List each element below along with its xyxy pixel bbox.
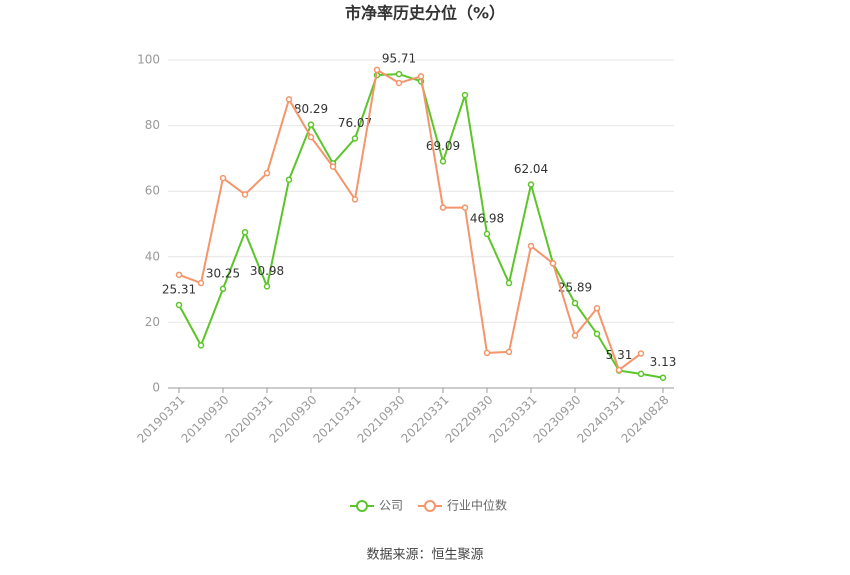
data-label: 69.09 (426, 139, 460, 153)
legend-marker (356, 500, 368, 512)
point (351, 196, 359, 203)
point (549, 260, 557, 267)
y-tick-label: 40 (145, 249, 160, 263)
point (527, 181, 535, 188)
point (395, 70, 403, 78)
y-tick-label: 100 (137, 53, 160, 67)
point (395, 79, 403, 87)
point (241, 228, 249, 236)
legend-marker (424, 500, 436, 512)
data-label: 30.25 (206, 266, 240, 280)
y-tick-label: 60 (145, 184, 160, 198)
point (593, 330, 601, 338)
point (593, 305, 601, 312)
data-label: 46.98 (470, 211, 504, 225)
point (637, 350, 645, 357)
point (219, 285, 227, 293)
point (439, 158, 447, 165)
point (505, 348, 513, 356)
data-label: 5.31 (606, 348, 633, 362)
point (219, 174, 227, 182)
point (197, 279, 205, 287)
point (351, 135, 359, 142)
point (329, 163, 337, 170)
series-line (178, 68, 642, 372)
point (439, 204, 447, 211)
point (263, 169, 271, 177)
point (175, 301, 183, 309)
source: 数据来源：恒生聚源 (366, 548, 483, 563)
data-label: 25.89 (558, 281, 592, 295)
point (483, 349, 491, 357)
point (461, 91, 469, 99)
point (615, 366, 623, 374)
point (263, 283, 271, 290)
point (307, 133, 315, 141)
point (527, 242, 535, 250)
y-tick-label: 0 (152, 381, 160, 395)
point (461, 204, 469, 211)
point (659, 374, 667, 381)
legend-label: 公司 (379, 499, 403, 513)
point (373, 66, 381, 74)
data-label: 25.31 (162, 282, 196, 296)
point (417, 73, 425, 80)
data-label: 62.04 (514, 162, 548, 176)
y-tick-label: 20 (145, 315, 160, 329)
data-label: 3.13 (650, 355, 677, 369)
chart-title: 市净率历史分位（%） (345, 4, 505, 23)
x-tick-label: 20240828 (619, 393, 672, 446)
data-label: 95.71 (382, 52, 416, 66)
point (571, 299, 579, 307)
point (637, 370, 645, 378)
series-line (178, 73, 664, 379)
point (285, 96, 293, 103)
point (505, 279, 513, 287)
point (483, 230, 491, 238)
data-label: 76.07 (338, 116, 372, 130)
point (197, 342, 205, 349)
point (241, 191, 249, 198)
point (307, 121, 315, 128)
legend-label: 行业中位数 (447, 498, 507, 513)
point (571, 332, 579, 339)
y-tick-label: 80 (145, 118, 160, 132)
data-label: 80.29 (294, 102, 328, 116)
point (285, 176, 293, 183)
data-label: 30.98 (250, 264, 284, 278)
point (175, 271, 183, 279)
